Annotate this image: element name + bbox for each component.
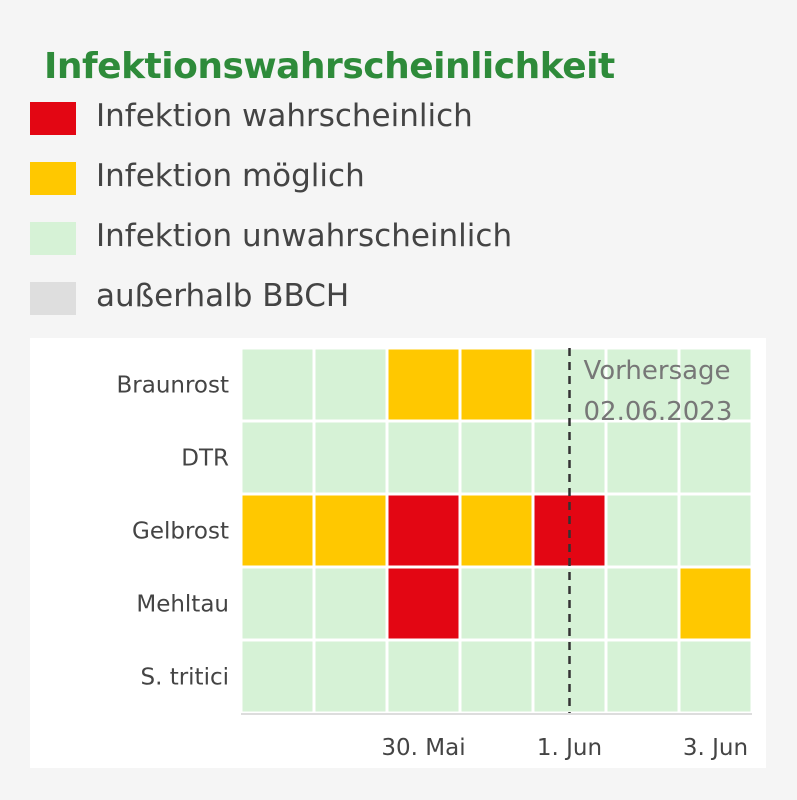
heatmap-cell — [604, 346, 681, 423]
heatmap-cell — [239, 346, 316, 423]
legend-title: Infektionswahrscheinlichkeit — [44, 46, 615, 87]
heatmap-cell — [458, 565, 535, 642]
heatmap-cell — [312, 419, 389, 496]
heatmap-cell — [239, 565, 316, 642]
legend-item-moeglich: Infektion möglich — [30, 158, 630, 200]
heatmap-cell — [385, 638, 462, 715]
forecast-date: 02.06.2023 — [584, 397, 733, 427]
heatmap-cell — [385, 419, 462, 496]
heatmap-cell — [677, 419, 754, 496]
heatmap-cell — [312, 565, 389, 642]
heatmap-cell — [458, 346, 535, 423]
row-label: Mehltau — [136, 592, 229, 618]
heatmap-cell — [677, 638, 754, 715]
row-label: DTR — [181, 446, 229, 472]
heatmap-cell — [604, 492, 681, 569]
heatmap-cell — [312, 346, 389, 423]
heatmap-cell — [312, 638, 389, 715]
legend-swatch-green — [30, 222, 76, 255]
heatmap-cell — [604, 419, 681, 496]
heatmap-cell — [677, 346, 754, 423]
heatmap-cell — [385, 565, 462, 642]
heatmap-cell — [239, 638, 316, 715]
legend-item-unwahrscheinlich: Infektion unwahrscheinlich — [30, 218, 630, 260]
heatmap-cell — [312, 492, 389, 569]
heatmap-cell — [531, 419, 608, 496]
heatmap-cell — [385, 492, 462, 569]
heatmap-cell — [677, 492, 754, 569]
heatmap-cell — [458, 492, 535, 569]
heatmap-chart: Braunrost DTR Gelbrost Mehltau S. tritici 30.… — [116, 346, 754, 761]
legend-item-ausserhalb: außerhalb BBCH — [30, 278, 630, 320]
forecast-label: Vorhersage — [584, 356, 731, 386]
heatmap-cell — [604, 638, 681, 715]
row-label: S. tritici — [140, 665, 229, 691]
x-tick-label: 3. Jun — [683, 735, 748, 761]
heatmap-cell — [458, 638, 535, 715]
legend-swatch-red — [30, 102, 76, 135]
legend-item-wahrscheinlich: Infektion wahrscheinlich — [30, 98, 630, 140]
legend-label-wahrscheinlich: Infektion wahrscheinlich — [96, 98, 473, 134]
row-label: Gelbrost — [132, 519, 229, 545]
heatmap-cell — [677, 565, 754, 642]
legend-label-unwahrscheinlich: Infektion unwahrscheinlich — [96, 218, 513, 254]
heatmap-cell — [604, 565, 681, 642]
legend-swatch-grey — [30, 282, 76, 315]
x-tick-label: 1. Jun — [537, 735, 602, 761]
heatmap-cell — [239, 492, 316, 569]
legend-swatch-yellow — [30, 162, 76, 195]
row-label: Braunrost — [116, 373, 229, 399]
legend-label-ausserhalb: außerhalb BBCH — [96, 278, 350, 314]
legend-label-moeglich: Infektion möglich — [96, 158, 365, 194]
heatmap-cell — [385, 346, 462, 423]
x-tick-label: 30. Mai — [381, 735, 465, 761]
chart-panel: Braunrost DTR Gelbrost Mehltau S. tritici 30.… — [30, 338, 766, 768]
heatmap-cell — [458, 419, 535, 496]
heatmap-cell — [239, 419, 316, 496]
